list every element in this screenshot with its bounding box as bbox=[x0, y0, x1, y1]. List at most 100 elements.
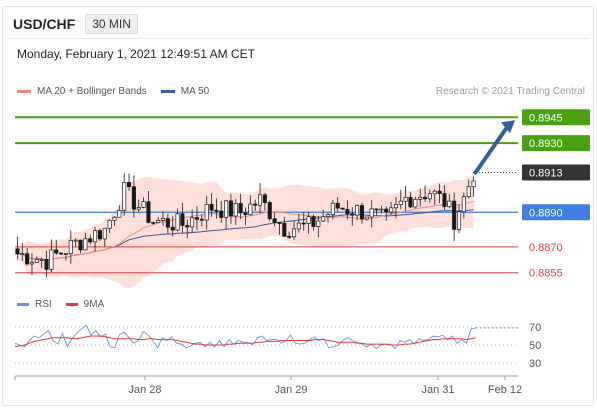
time-tick-label: Jan 31 bbox=[421, 384, 454, 396]
candle-body bbox=[83, 238, 88, 251]
resistance-label: 0.8930 bbox=[529, 138, 563, 150]
candle-body bbox=[291, 228, 297, 238]
candle-body bbox=[345, 208, 350, 215]
candle bbox=[214, 198, 219, 219]
candle bbox=[88, 234, 93, 245]
candle-body bbox=[442, 193, 447, 208]
candle bbox=[389, 201, 394, 215]
last-price-tag bbox=[522, 164, 590, 181]
candle-body bbox=[408, 196, 413, 208]
candlesticks bbox=[15, 173, 476, 278]
rsi-legend: RSI 9MA bbox=[17, 299, 118, 310]
candle-body bbox=[224, 200, 229, 218]
candle-body bbox=[204, 203, 209, 221]
candle-body bbox=[146, 201, 151, 223]
candle bbox=[282, 217, 287, 237]
interval-badge[interactable]: 30 MIN bbox=[85, 14, 138, 34]
candle-body bbox=[413, 198, 418, 208]
candle-body bbox=[20, 253, 25, 255]
candle bbox=[369, 200, 374, 228]
candle-body bbox=[277, 222, 282, 224]
candle bbox=[156, 216, 161, 223]
candle bbox=[209, 193, 214, 217]
candle-body bbox=[287, 235, 292, 238]
candle-body bbox=[194, 217, 200, 220]
candle-body bbox=[25, 253, 30, 265]
candle bbox=[151, 221, 156, 225]
candle bbox=[335, 197, 340, 213]
candle-body bbox=[102, 227, 107, 240]
candle bbox=[384, 206, 389, 221]
support-label: 0.8855 bbox=[529, 268, 563, 280]
candle bbox=[471, 176, 476, 197]
candle-body bbox=[136, 207, 141, 210]
candle-body bbox=[170, 226, 175, 231]
candle bbox=[97, 228, 102, 241]
candle bbox=[83, 232, 88, 251]
projection-arrow-head bbox=[501, 120, 515, 134]
candle bbox=[68, 230, 73, 264]
candle-body bbox=[471, 180, 476, 188]
candle-body bbox=[156, 220, 161, 223]
candle bbox=[432, 189, 437, 205]
candle bbox=[107, 219, 112, 234]
candle bbox=[141, 197, 146, 209]
candle-body bbox=[68, 240, 73, 254]
legend-ma20: MA 20 + Bollinger Bands bbox=[17, 86, 147, 97]
candle-body bbox=[165, 218, 170, 228]
legend-rsi: RSI bbox=[17, 299, 52, 310]
candle bbox=[325, 212, 331, 223]
candle bbox=[398, 189, 403, 210]
candle bbox=[199, 214, 204, 227]
candle bbox=[350, 207, 355, 227]
candle-body bbox=[185, 225, 190, 228]
candle-body bbox=[267, 202, 272, 220]
legend-9ma-label: 9MA bbox=[83, 299, 105, 310]
candle bbox=[272, 212, 277, 227]
candle bbox=[291, 220, 297, 240]
candle bbox=[466, 179, 471, 199]
candle bbox=[374, 208, 379, 216]
ma9-swatch bbox=[65, 303, 78, 306]
header-divider bbox=[8, 38, 589, 39]
candle bbox=[126, 173, 132, 191]
candle bbox=[29, 252, 35, 275]
candle bbox=[311, 214, 316, 231]
candle-body bbox=[379, 208, 384, 211]
candle-body bbox=[321, 216, 326, 222]
rsi-ma-line bbox=[14, 335, 477, 348]
price-legend: MA 20 + Bollinger Bands MA 50 bbox=[17, 86, 223, 97]
candle-body bbox=[296, 222, 301, 230]
candle bbox=[131, 175, 136, 218]
candle bbox=[204, 195, 209, 230]
legend-9ma: 9MA bbox=[65, 299, 105, 310]
projection-overlay bbox=[473, 120, 515, 175]
rsi-line bbox=[14, 324, 477, 350]
candle bbox=[25, 247, 30, 266]
price-levels: 0.8945 0.8930 0.8913 0.8890 0.8870 0.8855 bbox=[15, 109, 590, 280]
candle-body bbox=[160, 218, 166, 221]
candle-body bbox=[452, 200, 457, 230]
candle-body bbox=[180, 213, 185, 226]
candle-body bbox=[335, 202, 340, 209]
resistance-tag bbox=[522, 135, 590, 152]
candle-body bbox=[44, 259, 49, 270]
pivot-tag bbox=[522, 204, 590, 221]
candle-body bbox=[427, 193, 432, 200]
candle bbox=[330, 200, 335, 220]
candle bbox=[316, 215, 321, 238]
candle bbox=[262, 192, 267, 211]
candle-body bbox=[107, 219, 112, 229]
candle-body bbox=[359, 205, 365, 220]
timestamp: Monday, February 1, 2021 12:49:51 AM CET bbox=[17, 47, 255, 61]
candle-body bbox=[88, 238, 93, 243]
candle-body bbox=[253, 203, 258, 206]
candle-body bbox=[54, 249, 59, 254]
candle-body bbox=[418, 196, 423, 200]
candle-body bbox=[190, 217, 195, 228]
candle-body bbox=[63, 253, 69, 255]
time-tick-label: Jan 28 bbox=[128, 384, 161, 396]
candle bbox=[452, 192, 457, 242]
candle-body bbox=[258, 194, 263, 206]
candle-body bbox=[447, 200, 452, 208]
